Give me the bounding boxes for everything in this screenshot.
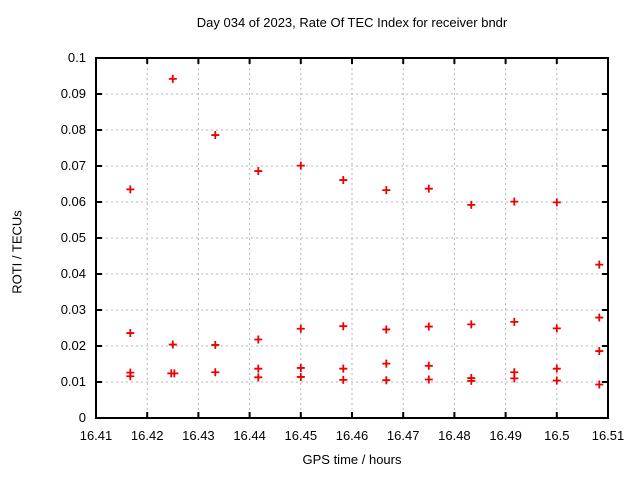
data-point bbox=[296, 372, 305, 381]
data-point bbox=[382, 186, 391, 195]
data-point bbox=[424, 184, 433, 193]
x-tick-label: 16.48 bbox=[438, 428, 471, 443]
y-tick-label: 0.08 bbox=[61, 122, 86, 137]
data-point bbox=[552, 364, 561, 373]
data-point bbox=[168, 340, 177, 349]
data-point bbox=[424, 361, 433, 370]
data-point bbox=[211, 368, 220, 377]
data-point bbox=[339, 375, 348, 384]
y-tick-label: 0.09 bbox=[61, 86, 86, 101]
x-tick-label: 16.42 bbox=[131, 428, 164, 443]
x-axis-label: GPS time / hours bbox=[302, 452, 402, 467]
data-point bbox=[595, 347, 604, 356]
data-point bbox=[382, 325, 391, 334]
x-tick-label: 16.5 bbox=[544, 428, 569, 443]
y-tick-label: 0.04 bbox=[61, 266, 86, 281]
x-tick-label: 16.51 bbox=[592, 428, 625, 443]
y-tick-label: 0.01 bbox=[61, 374, 86, 389]
data-point bbox=[382, 376, 391, 385]
data-point bbox=[552, 198, 561, 207]
y-tick-label: 0.02 bbox=[61, 338, 86, 353]
data-point bbox=[424, 375, 433, 384]
data-point bbox=[510, 197, 519, 206]
data-point bbox=[595, 380, 604, 389]
data-point bbox=[339, 176, 348, 185]
data-point bbox=[126, 372, 135, 381]
data-point bbox=[424, 322, 433, 331]
data-point bbox=[211, 340, 220, 349]
y-tick-label: 0 bbox=[79, 410, 86, 425]
y-tick-label: 0.07 bbox=[61, 158, 86, 173]
data-point bbox=[510, 317, 519, 326]
data-point bbox=[296, 161, 305, 170]
y-tick-label: 0.03 bbox=[61, 302, 86, 317]
data-point bbox=[296, 363, 305, 372]
x-tick-label: 16.41 bbox=[80, 428, 113, 443]
data-point bbox=[467, 320, 476, 329]
data-point bbox=[126, 329, 135, 338]
data-point bbox=[211, 131, 220, 140]
data-point bbox=[510, 374, 519, 383]
y-tick-label: 0.06 bbox=[61, 194, 86, 209]
data-point bbox=[126, 185, 135, 194]
data-point bbox=[254, 373, 263, 382]
x-tick-label: 16.45 bbox=[285, 428, 318, 443]
data-point bbox=[339, 364, 348, 373]
data-point bbox=[170, 369, 179, 378]
data-point bbox=[254, 335, 263, 344]
plot-border bbox=[95, 57, 609, 419]
data-point bbox=[382, 359, 391, 368]
data-point bbox=[595, 313, 604, 322]
x-tick-label: 16.47 bbox=[387, 428, 420, 443]
data-point bbox=[552, 376, 561, 385]
data-point bbox=[467, 200, 476, 209]
y-tick-label: 0.05 bbox=[61, 230, 86, 245]
data-point bbox=[254, 364, 263, 373]
x-tick-label: 16.46 bbox=[336, 428, 369, 443]
x-tick-label: 16.43 bbox=[182, 428, 215, 443]
data-point bbox=[552, 324, 561, 333]
data-point bbox=[467, 376, 476, 385]
data-point bbox=[254, 167, 263, 176]
x-tick-label: 16.44 bbox=[233, 428, 266, 443]
data-point bbox=[339, 322, 348, 331]
data-point bbox=[296, 324, 305, 333]
data-point bbox=[168, 74, 177, 83]
x-tick-label: 16.49 bbox=[489, 428, 522, 443]
chart-title: Day 034 of 2023, Rate Of TEC Index for r… bbox=[196, 15, 508, 30]
data-point bbox=[595, 260, 604, 269]
y-tick-label: 0.1 bbox=[68, 50, 86, 65]
